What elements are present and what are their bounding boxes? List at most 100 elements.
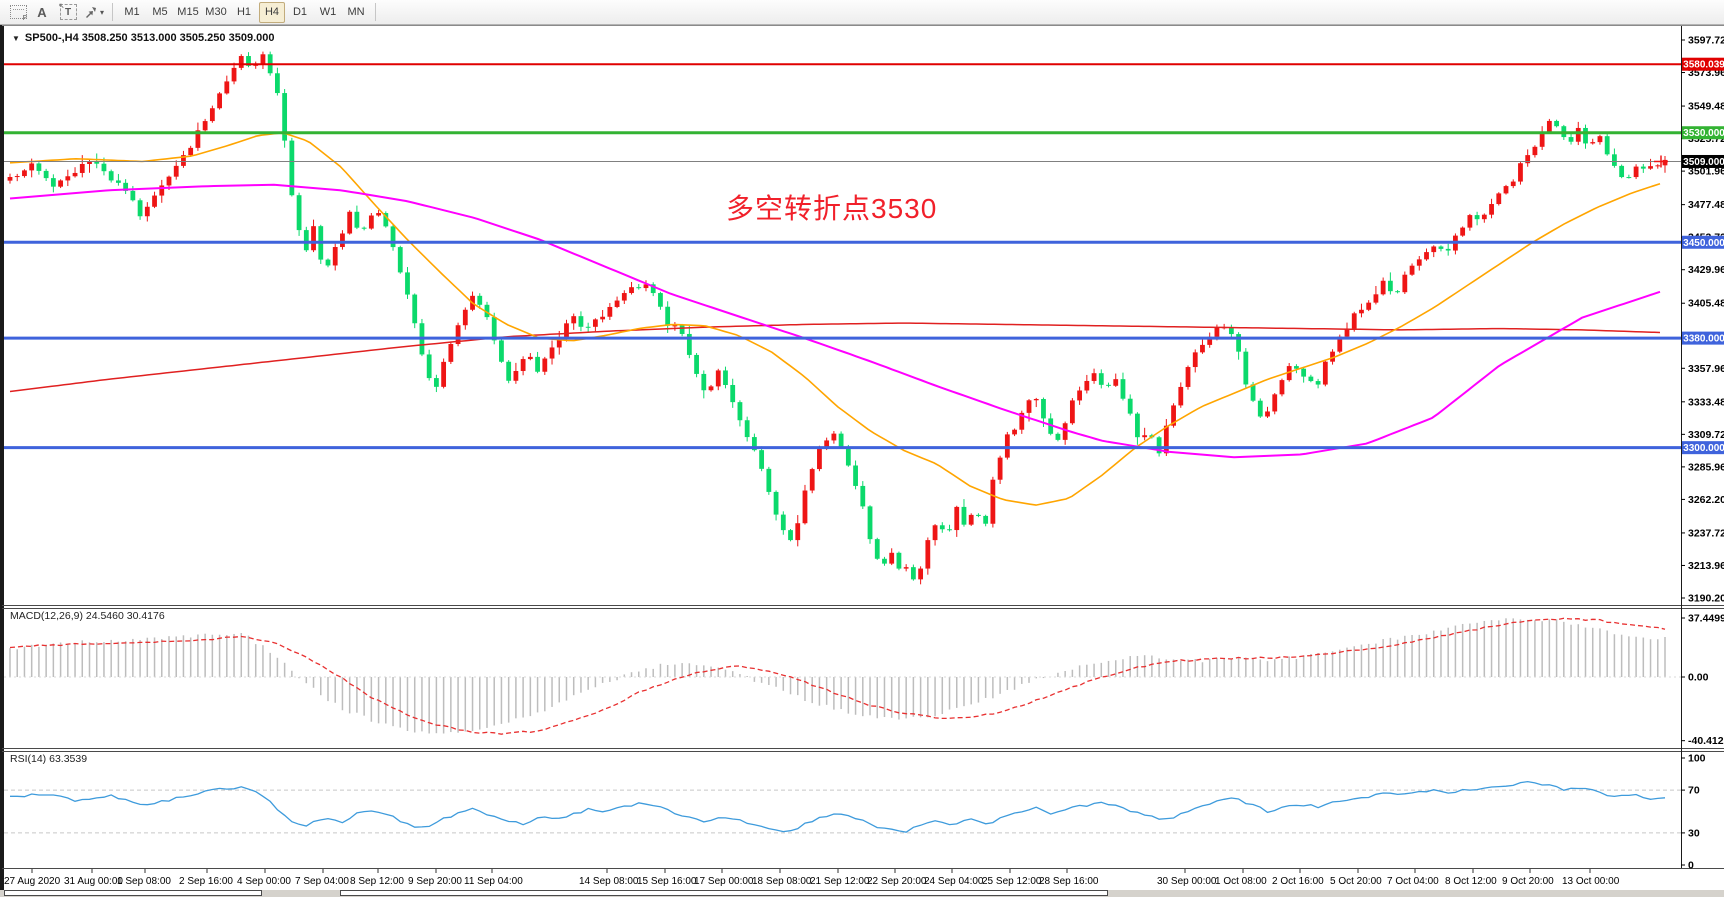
candle [527, 356, 533, 360]
candle [340, 233, 345, 248]
macd-tick-label: -40.4125 [1688, 735, 1724, 747]
candle [629, 287, 634, 294]
candle [1402, 274, 1408, 293]
candle [990, 479, 996, 524]
candle [181, 155, 186, 166]
candle [491, 317, 497, 341]
text-label-icon[interactable]: A [37, 4, 47, 20]
candle [1583, 127, 1588, 144]
candle [520, 359, 526, 371]
candle [238, 56, 244, 68]
candle [289, 140, 295, 196]
timeframe-button-m5[interactable]: M5 [152, 6, 168, 18]
candle [1156, 437, 1162, 454]
macd-panel[interactable] [4, 617, 1681, 735]
price-axis[interactable]: 3597.7203573.9603549.4803525.7203501.960… [1681, 35, 1724, 872]
candle [202, 121, 208, 131]
candle [918, 568, 924, 580]
candle [1351, 313, 1357, 329]
candle [665, 306, 671, 326]
level-price-text: 3300.000 [1683, 443, 1724, 454]
chart-canvas[interactable]: 3597.7203573.9603549.4803525.7203501.960… [2, 25, 1724, 897]
candle [824, 440, 830, 448]
candle [209, 108, 215, 122]
candle [607, 306, 613, 317]
candle [50, 178, 56, 187]
price-tick-label: 3237.720 [1688, 527, 1724, 539]
candle [585, 326, 591, 328]
rsi-tick-label: 70 [1688, 785, 1700, 797]
date-label: 18 Sep 08:00 [752, 876, 812, 887]
timeframe-button-h4[interactable]: H4 [259, 1, 285, 23]
candle [1207, 336, 1213, 345]
price-tick-label: 3549.480 [1688, 101, 1724, 113]
candle [361, 227, 367, 229]
text-box-icon[interactable]: ↖ T [57, 2, 79, 22]
candle [954, 506, 960, 531]
candle [1416, 259, 1422, 266]
candle [29, 163, 35, 171]
candle [853, 465, 858, 486]
candle [14, 176, 20, 178]
candle [903, 567, 909, 569]
date-label: 7 Sep 04:00 [295, 876, 349, 887]
candle [405, 272, 410, 295]
candle [874, 539, 880, 559]
candle [751, 437, 757, 451]
candle [1084, 380, 1090, 391]
timeframe-button-d1[interactable]: D1 [292, 6, 308, 18]
price-tick-label: 3477.480 [1688, 199, 1724, 211]
timeframe-button-m1[interactable]: M1 [124, 6, 140, 18]
candle [1185, 367, 1191, 387]
candle [1539, 131, 1545, 147]
candle [1019, 412, 1025, 430]
candle [1575, 127, 1581, 142]
time-axis[interactable]: 27 Aug 2020 31 Aug 00:001 Sep 08:00 2 Sep … [4, 869, 1620, 887]
dotted-grid-icon[interactable] [2, 2, 27, 22]
candle [412, 294, 418, 324]
main-price-panel[interactable] [4, 51, 1681, 585]
chart-window-tab[interactable] [340, 890, 1108, 896]
dropdown-caret-icon[interactable]: ▾ [99, 7, 104, 17]
candle [1568, 137, 1574, 142]
date-label: 31 Aug 00:00 [64, 876, 123, 887]
date-label: 2 Oct 16:00 [1272, 876, 1324, 887]
price-tick-label: 3262.200 [1688, 494, 1724, 506]
candle [152, 195, 157, 207]
date-label: 5 Oct 20:00 [1330, 876, 1382, 887]
candle [347, 211, 353, 234]
collapse-triangle-icon[interactable]: ▼ [12, 33, 20, 43]
candle [542, 358, 548, 372]
date-label: 9 Sep 20:00 [408, 876, 462, 887]
candle [1200, 344, 1205, 353]
candle [1106, 384, 1111, 386]
candle [947, 529, 952, 531]
candle [397, 247, 403, 273]
candle [1069, 400, 1075, 424]
candle [303, 230, 309, 251]
toolbar-separator [375, 3, 376, 21]
timeframe-button-m30[interactable]: M30 [205, 6, 227, 18]
timeframe-button-m15[interactable]: M15 [177, 6, 199, 18]
candle [788, 530, 793, 541]
candle [1409, 265, 1415, 275]
toolbar-timeframes: M1 M5 M15 M30 H1 H4 D1 W1 MN [118, 1, 370, 23]
timeframe-button-h1[interactable]: H1 [236, 6, 252, 18]
candle [1033, 398, 1039, 401]
candle [997, 457, 1003, 480]
chart-window-tab[interactable] [4, 890, 262, 896]
candle [817, 447, 822, 470]
date-label: 2 Sep 16:00 [179, 876, 233, 887]
candle [535, 356, 540, 372]
candle [1474, 215, 1480, 220]
arrow-tools-icon[interactable]: ▾ [83, 2, 105, 22]
timeframe-button-mn[interactable]: MN [347, 6, 365, 18]
candle [983, 515, 989, 524]
candle [643, 284, 649, 289]
candle [275, 73, 280, 94]
candle [383, 213, 389, 227]
rsi-panel[interactable] [4, 780, 1681, 834]
timeframe-button-w1[interactable]: W1 [319, 6, 337, 18]
candle [708, 386, 714, 391]
date-label: 27 Aug 2020 [4, 876, 61, 887]
